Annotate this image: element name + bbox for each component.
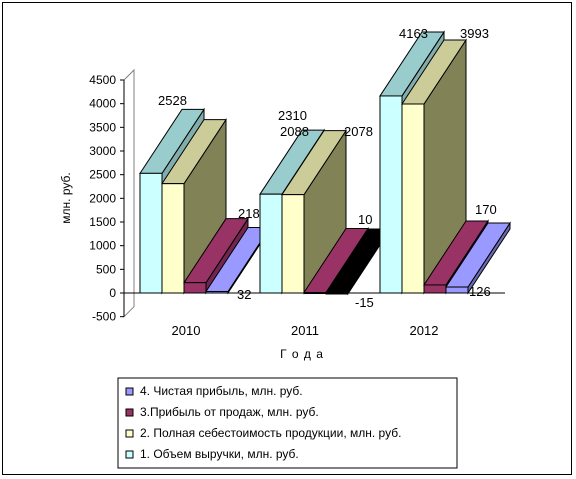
side-wall: [123, 68, 135, 318]
data-label: 2088: [280, 124, 309, 139]
legend-label: 2. Полная себестоимость продукции, млн. …: [140, 426, 401, 440]
y-tick-label: 3000: [89, 144, 116, 158]
legend-label: 3.Прибыль от продаж, млн. руб.: [140, 405, 319, 419]
bar-2011-series-4: [325, 292, 349, 295]
y-tick-label: -500: [92, 310, 116, 324]
data-label: 126: [469, 284, 491, 299]
legend-swatch: [125, 387, 134, 396]
legend-box: [117, 377, 458, 469]
data-label: 32: [237, 287, 251, 302]
data-label: 2078: [344, 124, 373, 139]
legend-swatch: [125, 408, 134, 417]
x-category-label: 2010: [172, 323, 201, 338]
x-axis-title: Г о д а: [280, 347, 324, 361]
data-label: 2310: [278, 108, 307, 123]
bar-2011-series-1: [259, 193, 283, 294]
bar-2012-series-4: [445, 286, 469, 294]
y-tick-label: 2000: [89, 191, 116, 205]
y-axis-title: млн. руб.: [59, 172, 73, 223]
data-label: 10: [358, 212, 372, 227]
x-category-label: 2011: [291, 323, 319, 338]
bar-2010-series-1: [139, 172, 163, 294]
data-label: -15: [355, 295, 374, 310]
bar-2012-series-1: [379, 95, 403, 294]
legend-swatch: [125, 450, 134, 459]
y-tick-label: 500: [96, 262, 116, 276]
bar-2010-series-4: [205, 290, 229, 294]
y-tick-label: 3500: [89, 120, 116, 134]
legend-label: 1. Объем выручки, млн. руб.: [140, 447, 299, 461]
data-label: 218: [238, 206, 260, 221]
bar-2011-series-3: [303, 292, 327, 295]
legend-swatch: [125, 429, 134, 438]
legend-label: 4. Чистая прибыль, млн. руб.: [140, 384, 303, 398]
data-label: 4163: [399, 26, 428, 41]
x-category-label: 2012: [410, 323, 439, 338]
bar-2010-series-2: [161, 183, 185, 294]
data-label: 170: [475, 202, 497, 217]
y-tick-label: 2500: [89, 168, 116, 182]
y-tick-label: 1000: [89, 239, 116, 253]
bar-2010-series-3: [183, 282, 207, 294]
y-tick-label: 0: [109, 286, 116, 300]
bar-2012-series-2: [401, 103, 425, 294]
y-tick-label: 1500: [89, 215, 116, 229]
data-label: 2528: [158, 93, 187, 108]
y-tick-label: 4500: [89, 73, 116, 87]
y-tick-label: 4000: [89, 97, 116, 111]
bar-2012-series-3: [423, 284, 447, 294]
bar-2011-series-2: [281, 194, 305, 294]
data-label: 3993: [460, 26, 489, 41]
